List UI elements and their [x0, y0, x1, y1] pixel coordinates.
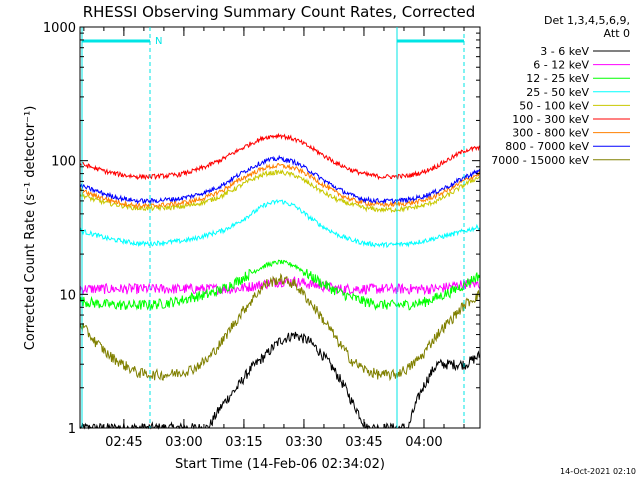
legend-label-5: 100 - 300 keV: [512, 113, 589, 126]
series-line-7: [79, 154, 481, 205]
series-line-3: [79, 198, 481, 249]
x-tick-label-1: 03:00: [165, 435, 202, 450]
legend-label-7: 800 - 7000 keV: [505, 140, 589, 153]
legend-label-1: 6 - 12 keV: [533, 59, 589, 72]
frame-layer: N 1 10 100 1000 02:45 03:00 03:15 03:30 03:45 04:0…: [43, 21, 481, 450]
series-line-8: [79, 272, 481, 382]
legend-label-0: 3 - 6 keV: [540, 45, 589, 58]
x-tick-label-0: 02:45: [105, 435, 142, 450]
x-tick-label-3: 03:30: [285, 435, 322, 450]
x-axis-label: Start Time (14-Feb-06 02:34:02): [175, 457, 385, 472]
series-line-0: [79, 331, 481, 430]
x-tick-label-2: 03:15: [225, 435, 262, 450]
legend-header-line-1: Det 1,3,4,5,6,9,: [544, 14, 630, 27]
series-line-4: [79, 169, 481, 214]
series-line-1: [79, 276, 481, 296]
series-layer: [79, 132, 481, 430]
y-tick-label-1: 10: [59, 288, 76, 303]
x-tick-label-4: 03:45: [345, 435, 382, 450]
x-tick-label-5: 04:00: [405, 435, 442, 450]
y-tick-label-0: 1: [68, 422, 76, 437]
plot-frame: [79, 26, 481, 429]
legend-label-2: 12 - 25 keV: [526, 72, 589, 85]
legend-label-8: 7000 - 15000 keV: [491, 154, 589, 167]
series-line-6: [79, 163, 481, 210]
y-tick-label-3: 1000: [43, 21, 76, 36]
timestamp: 14-Oct-2021 02:10: [560, 467, 636, 476]
y-axis-label: Corrected Count Rate (s⁻¹ detector⁻¹): [23, 106, 38, 351]
y-tick-label-2: 100: [51, 155, 76, 170]
legend-label-3: 25 - 50 keV: [526, 86, 589, 99]
series-line-5: [79, 132, 481, 181]
flag-label: N: [155, 36, 162, 47]
legend-label-4: 50 - 100 keV: [519, 99, 589, 112]
chart-title: RHESSI Observing Summary Count Rates, Co…: [83, 3, 476, 21]
legend-label-6: 300 - 800 keV: [512, 127, 589, 140]
legend-header-line-2: Att 0: [604, 27, 630, 40]
series-line-2: [79, 259, 481, 311]
